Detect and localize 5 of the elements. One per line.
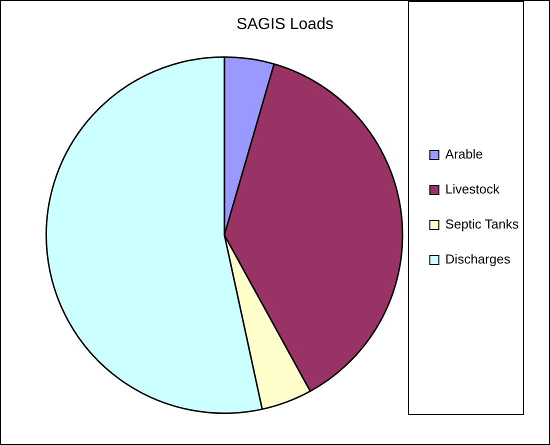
text: SAGIS Loads bbox=[236, 16, 334, 34]
legend-label: Livestock bbox=[445, 182, 500, 197]
legend-label: Discharges bbox=[445, 252, 511, 267]
legend-label: Septic Tanks bbox=[445, 216, 520, 232]
legend-label: Arable bbox=[445, 146, 483, 162]
